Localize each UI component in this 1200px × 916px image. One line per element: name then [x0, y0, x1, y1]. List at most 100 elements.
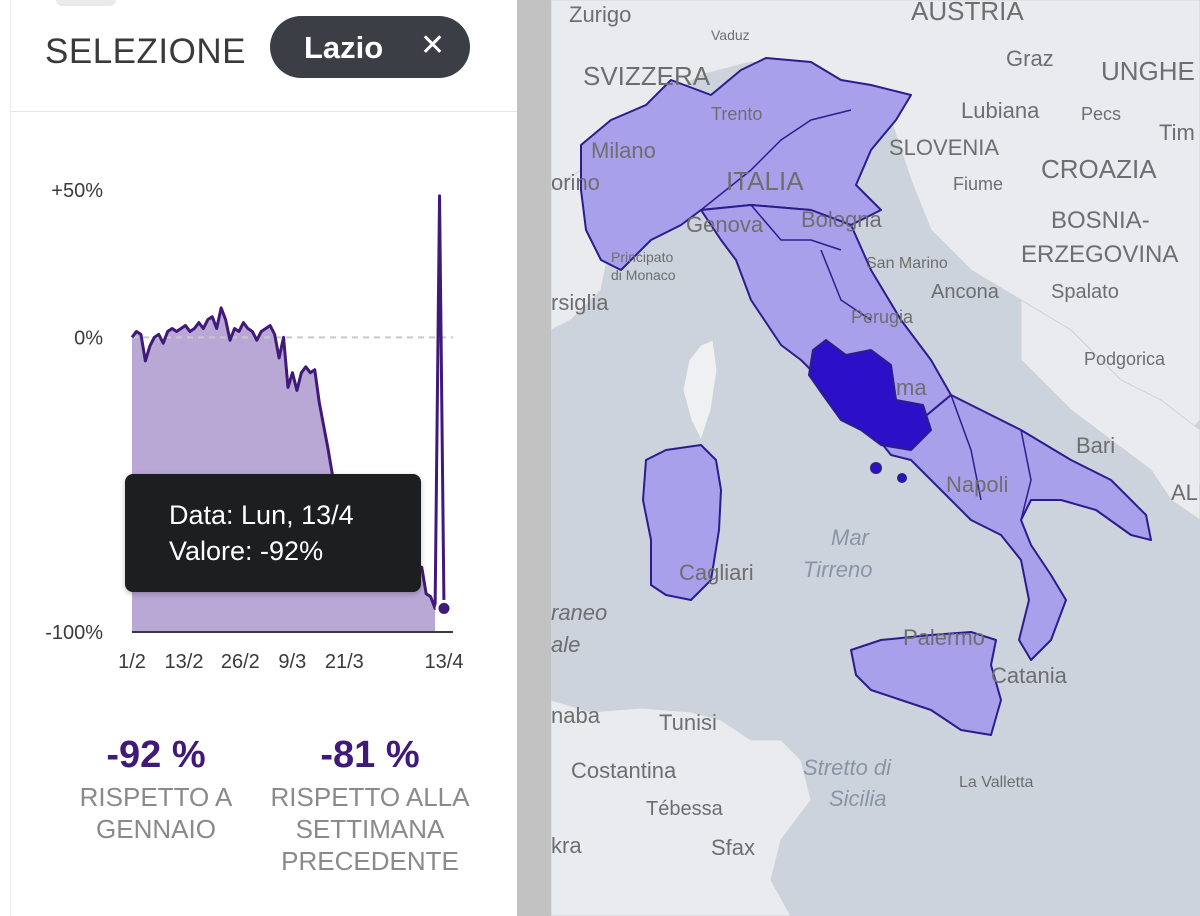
svg-text:Perugia: Perugia [851, 307, 914, 327]
data-point[interactable] [174, 329, 179, 334]
data-point[interactable] [424, 591, 429, 596]
data-point[interactable] [201, 326, 206, 331]
border-line [1020, 429, 1032, 521]
panel-splitter[interactable] [517, 0, 551, 916]
svg-text:Palermo: Palermo [903, 625, 985, 650]
data-point[interactable] [321, 423, 326, 428]
svg-text:Cagliari: Cagliari [679, 560, 754, 585]
data-point[interactable] [299, 370, 304, 375]
data-point[interactable] [326, 447, 331, 452]
svg-text:Tébessa: Tébessa [646, 798, 724, 820]
svg-text:San Marino: San Marino [866, 255, 948, 272]
svg-text:Pecs: Pecs [1081, 104, 1121, 124]
land-africa [551, 699, 812, 916]
data-point[interactable] [236, 329, 241, 334]
data-point[interactable] [228, 338, 233, 343]
svg-text:Tim: Tim [1159, 120, 1195, 145]
chart-tooltip: Data: Lun, 13/4 Valore: -92% [125, 474, 421, 592]
svg-text:BOSNIA-: BOSNIA- [1051, 207, 1150, 234]
data-point[interactable] [156, 332, 161, 337]
highlight-point[interactable] [435, 599, 453, 617]
data-point[interactable] [263, 326, 268, 331]
data-point[interactable] [294, 388, 299, 393]
data-point[interactable] [312, 367, 317, 372]
data-point[interactable] [192, 326, 197, 331]
data-point[interactable] [138, 332, 143, 337]
svg-text:SLOVENIA: SLOVENIA [889, 135, 999, 160]
x-tick-label: 13/2 [165, 651, 204, 673]
region-north [580, 57, 912, 271]
map-view[interactable]: Zurigo Vaduz AUSTRIA SVIZZERA Graz UNGHE… [551, 0, 1200, 916]
stat-vs-previous-week: -81 % RISPETTO ALLA SETTIMANA PRECEDENTE [259, 734, 481, 877]
data-point[interactable] [259, 329, 264, 334]
data-point[interactable] [308, 370, 313, 375]
data-point[interactable] [183, 323, 188, 328]
data-point[interactable] [165, 329, 170, 334]
svg-text:di Monaco: di Monaco [611, 267, 676, 283]
svg-text:Tunisi: Tunisi [659, 710, 717, 735]
data-point[interactable] [147, 344, 152, 349]
region-south [870, 394, 1152, 661]
region-chip-label: Lazio [304, 30, 384, 65]
svg-text:Podgorica: Podgorica [1084, 349, 1166, 369]
data-point[interactable] [205, 317, 210, 322]
svg-text:Bologna: Bologna [801, 207, 883, 232]
data-point[interactable] [428, 594, 433, 599]
svg-text:ale: ale [551, 632, 580, 657]
border-line [820, 249, 872, 321]
data-point[interactable] [161, 341, 166, 346]
tooltip-date: Data: Lun, 13/4 [169, 500, 354, 530]
data-point[interactable] [303, 364, 308, 369]
svg-text:SVIZZERA: SVIZZERA [583, 61, 711, 91]
data-point[interactable] [219, 305, 224, 310]
stat-label: RISPETTO A GENNAIO [79, 782, 233, 844]
data-point[interactable] [214, 326, 219, 331]
region-sicily [850, 631, 1002, 736]
data-point[interactable] [223, 317, 228, 322]
svg-text:ERZEGOVINA: ERZEGOVINA [1021, 241, 1178, 268]
data-point[interactable] [281, 335, 286, 340]
panel-handle [56, 0, 116, 6]
island-ventotene [897, 473, 907, 483]
data-point[interactable] [187, 329, 192, 334]
land-corsica [682, 339, 718, 442]
svg-text:orino: orino [551, 170, 600, 195]
svg-text:CROAZIA: CROAZIA [1041, 154, 1157, 184]
data-point[interactable] [277, 355, 282, 360]
svg-text:ma: ma [896, 375, 927, 400]
data-point[interactable] [210, 314, 215, 319]
data-point[interactable] [272, 332, 277, 337]
data-point[interactable] [134, 329, 139, 334]
y-tick-label: 0% [74, 327, 103, 349]
svg-text:ITALIA: ITALIA [726, 166, 804, 196]
border-line [950, 394, 982, 501]
data-point[interactable] [232, 326, 237, 331]
data-point[interactable] [317, 400, 322, 405]
data-point[interactable] [286, 385, 291, 390]
data-point[interactable] [179, 326, 184, 331]
svg-text:Ancona: Ancona [931, 281, 1000, 303]
close-icon[interactable]: ✕ [420, 29, 446, 62]
data-point[interactable] [196, 320, 201, 325]
svg-text:UNGHE: UNGHE [1101, 56, 1195, 86]
region-chip[interactable]: Lazio ✕ [270, 16, 470, 78]
data-point[interactable] [170, 326, 175, 331]
x-tick-label: 1/2 [118, 651, 146, 673]
data-point[interactable] [268, 323, 273, 328]
data-point[interactable] [241, 320, 246, 325]
data-point[interactable] [437, 193, 442, 198]
svg-text:Sicilia: Sicilia [829, 786, 886, 811]
italy-regions[interactable] [580, 57, 1152, 736]
data-point[interactable] [250, 329, 255, 334]
data-point[interactable] [245, 326, 250, 331]
data-point[interactable] [152, 335, 157, 340]
trend-chart[interactable]: +50% 0% -100% 1/2 13/2 26/2 9/3 21/3 13/4 [11, 150, 511, 680]
data-point[interactable] [290, 370, 295, 375]
data-point[interactable] [254, 338, 259, 343]
svg-text:Trento: Trento [711, 104, 762, 124]
svg-text:Graz: Graz [1006, 46, 1054, 71]
svg-text:Sfax: Sfax [711, 835, 755, 860]
data-point[interactable] [130, 335, 135, 340]
data-point[interactable] [143, 358, 148, 363]
svg-text:rsiglia: rsiglia [551, 290, 609, 315]
